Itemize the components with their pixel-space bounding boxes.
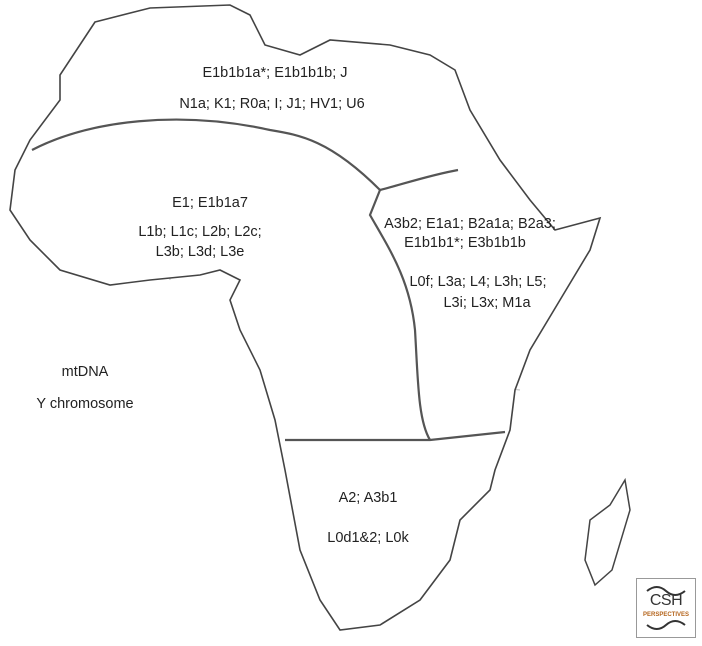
- north-y-label: E1b1b1a*; E1b1b1b; J: [202, 65, 348, 81]
- south-mtdna-label: L0d1&2; L0k: [327, 530, 409, 546]
- north-mtdna-label: N1a; K1; R0a; I; J1; HV1; U6: [179, 96, 365, 112]
- east-y-label-1: A3b2; E1a1; B2a1a; B2a3;: [384, 216, 556, 232]
- west-mtdna-label-2: L3b; L3d; L3e: [155, 244, 245, 260]
- madagascar: [584, 477, 631, 587]
- region-boundaries: [31, 118, 506, 442]
- east-y-label-2: E1b1b1*; E3b1b1b: [404, 235, 526, 251]
- dna-helix-icon: [646, 586, 686, 630]
- east-mtdna-label-2: L3i; L3x; M1a: [443, 295, 531, 311]
- legend-y-chromosome: Y chromosome: [36, 396, 134, 412]
- csh-perspectives-logo: CSH PERSPECTIVES: [636, 578, 696, 638]
- west-mtdna-label-1: L1b; L1c; L2b; L2c;: [138, 224, 262, 240]
- africa-coastline: [9, 4, 602, 631]
- south-y-label: A2; A3b1: [338, 490, 398, 506]
- west-y-label: E1; E1b1a7: [172, 195, 248, 211]
- legend-mtdna: mtDNA: [61, 364, 109, 380]
- east-mtdna-label-1: L0f; L3a; L4; L3h; L5;: [409, 274, 547, 290]
- logo-perspectives: PERSPECTIVES: [642, 612, 689, 618]
- logo-csh: CSH: [649, 592, 683, 609]
